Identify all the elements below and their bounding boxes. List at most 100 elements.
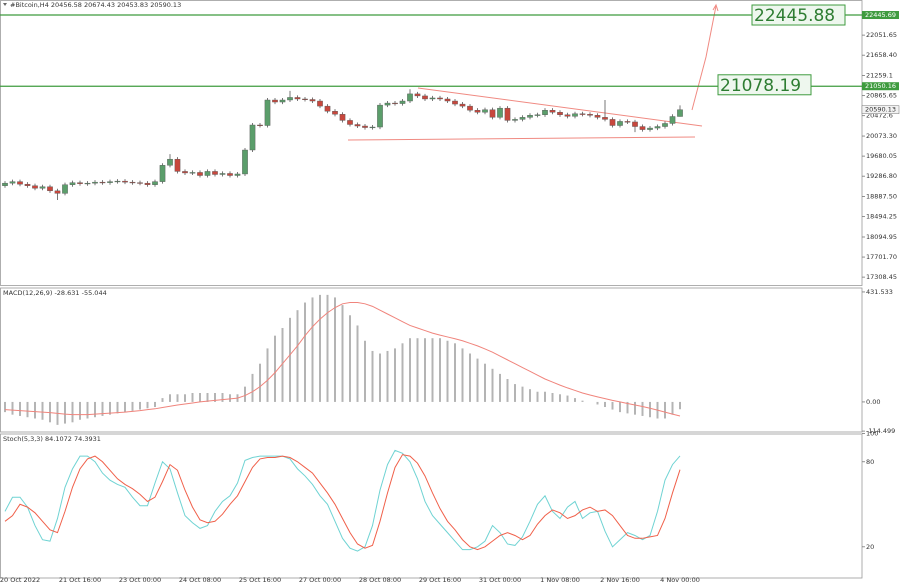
y-tick-label: 100 <box>866 429 878 437</box>
candle-body <box>39 186 46 189</box>
candle-body <box>9 181 16 184</box>
y-tick-label: 20865.65 <box>866 92 897 100</box>
candle-body <box>302 98 308 100</box>
candle-body <box>542 110 548 115</box>
candle-body <box>47 186 53 192</box>
stoch-main-value: 84.1072 <box>45 435 72 443</box>
annotation: 21078.19 <box>720 76 801 96</box>
level-tag-label: 22445.69 <box>865 11 896 19</box>
chart-header: #Bitcoin,H4 20456.58 20674.43 20453.83 2… <box>10 1 181 9</box>
candle-body <box>444 98 451 102</box>
y-tick-label: 19680.05 <box>866 152 897 160</box>
candle-body <box>264 99 271 126</box>
candle-body <box>377 104 383 128</box>
candle-body <box>227 173 233 176</box>
candle-body <box>602 117 608 120</box>
candle-body <box>482 109 488 113</box>
candle-body <box>624 121 631 123</box>
y-tick-label: 17701.70 <box>866 253 897 261</box>
annotation-box <box>717 74 812 96</box>
candle-body <box>54 190 61 194</box>
candle-body <box>534 114 541 116</box>
candle-body <box>212 171 218 175</box>
candle-body <box>144 182 151 185</box>
candle-body <box>17 181 23 185</box>
candle-body <box>99 181 106 184</box>
candle-body <box>452 100 458 105</box>
candle-body <box>677 109 683 117</box>
price-tag <box>861 105 900 114</box>
open-value: 20456.58 <box>51 1 82 9</box>
candle-body <box>152 181 158 185</box>
y-tick-label: 21658.40 <box>866 51 897 59</box>
y-tick-label: 20073.30 <box>866 132 897 140</box>
x-tick-label: 20 Oct 2022 <box>0 576 40 584</box>
x-tick-label: 27 Oct 00:00 <box>299 576 341 584</box>
high-value: 20674.43 <box>84 1 115 9</box>
candle-body <box>437 97 443 100</box>
y-tick-label: 19286.80 <box>866 172 897 180</box>
candle-body <box>249 124 256 151</box>
candle-body <box>639 126 646 130</box>
candle-body <box>647 127 653 130</box>
candle-body <box>549 110 556 113</box>
candle-body <box>504 107 511 121</box>
trendline-upper <box>417 87 703 127</box>
candle-body <box>137 182 143 184</box>
macd-signal-value: -55.044 <box>82 289 107 297</box>
stoch-title: Stoch(5,3,3) <box>3 435 43 443</box>
annotation-box <box>751 4 846 26</box>
level-tag <box>862 11 899 20</box>
candle-body <box>32 185 38 189</box>
candle-body <box>587 114 593 116</box>
y-tick-label: 18094.95 <box>866 233 897 241</box>
level-tag-label: 21050.16 <box>865 82 896 90</box>
x-tick-label: 4 Nov 00:00 <box>660 576 700 584</box>
candle-body <box>204 171 211 176</box>
candle-body <box>114 180 121 183</box>
macd-signal-line <box>4 302 681 417</box>
candle-body <box>92 181 98 184</box>
candle-body <box>174 158 181 172</box>
y-tick-label: 18887.50 <box>866 193 897 201</box>
candle-body <box>77 182 83 184</box>
candle-body <box>159 165 166 182</box>
candle-body <box>69 182 76 185</box>
price-tag-label: 20590.13 <box>865 106 896 114</box>
stoch-signal-value: 74.3931 <box>74 435 101 443</box>
x-tick-label: 24 Oct 08:00 <box>179 576 221 584</box>
stoch-header: Stoch(5,3,3) 84.1072 74.3931 <box>3 435 101 443</box>
x-tick-label: 1 Nov 08:00 <box>540 576 580 584</box>
candle-body <box>122 180 128 183</box>
candle-body <box>257 124 263 127</box>
low-value: 20453.83 <box>117 1 148 9</box>
candle-body <box>279 99 286 103</box>
candle-body <box>407 93 413 102</box>
candle-body <box>662 123 668 127</box>
candle-body <box>527 115 533 118</box>
candle-body <box>234 173 241 176</box>
y-tick-label: -114.499 <box>866 427 895 435</box>
candle-body <box>287 97 293 101</box>
candle-body <box>129 181 136 184</box>
x-tick-label: 31 Oct 00:00 <box>479 576 521 584</box>
candle-body <box>332 111 338 115</box>
price-panel <box>0 0 863 286</box>
candle-body <box>632 121 638 127</box>
x-tick-label: 21 Oct 16:00 <box>59 576 101 584</box>
frame <box>0 0 863 579</box>
candle-body <box>2 182 8 186</box>
level-tag <box>862 82 899 91</box>
candle-body <box>429 97 436 100</box>
trendline-lower <box>347 136 696 141</box>
candle-body <box>459 103 466 107</box>
candle-body <box>294 97 301 100</box>
candle-body <box>219 173 226 175</box>
candle-body <box>384 102 391 106</box>
candle-body <box>609 119 616 126</box>
candle-body <box>557 112 563 115</box>
x-tick-label: 2 Nov 16:00 <box>600 576 640 584</box>
candle-body <box>594 115 601 118</box>
